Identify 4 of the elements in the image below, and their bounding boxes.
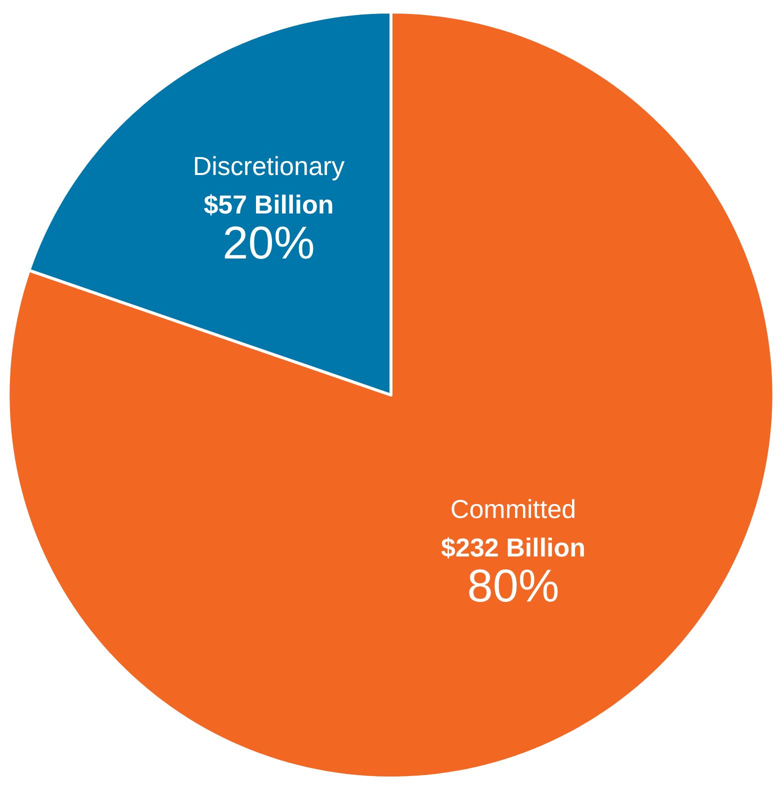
data-label: $232 Billion 80%	[441, 532, 586, 612]
data-label: $57 Billion 20%	[204, 189, 334, 269]
slice-label: Committed	[450, 494, 576, 524]
slice-label: Discretionary	[192, 151, 345, 182]
